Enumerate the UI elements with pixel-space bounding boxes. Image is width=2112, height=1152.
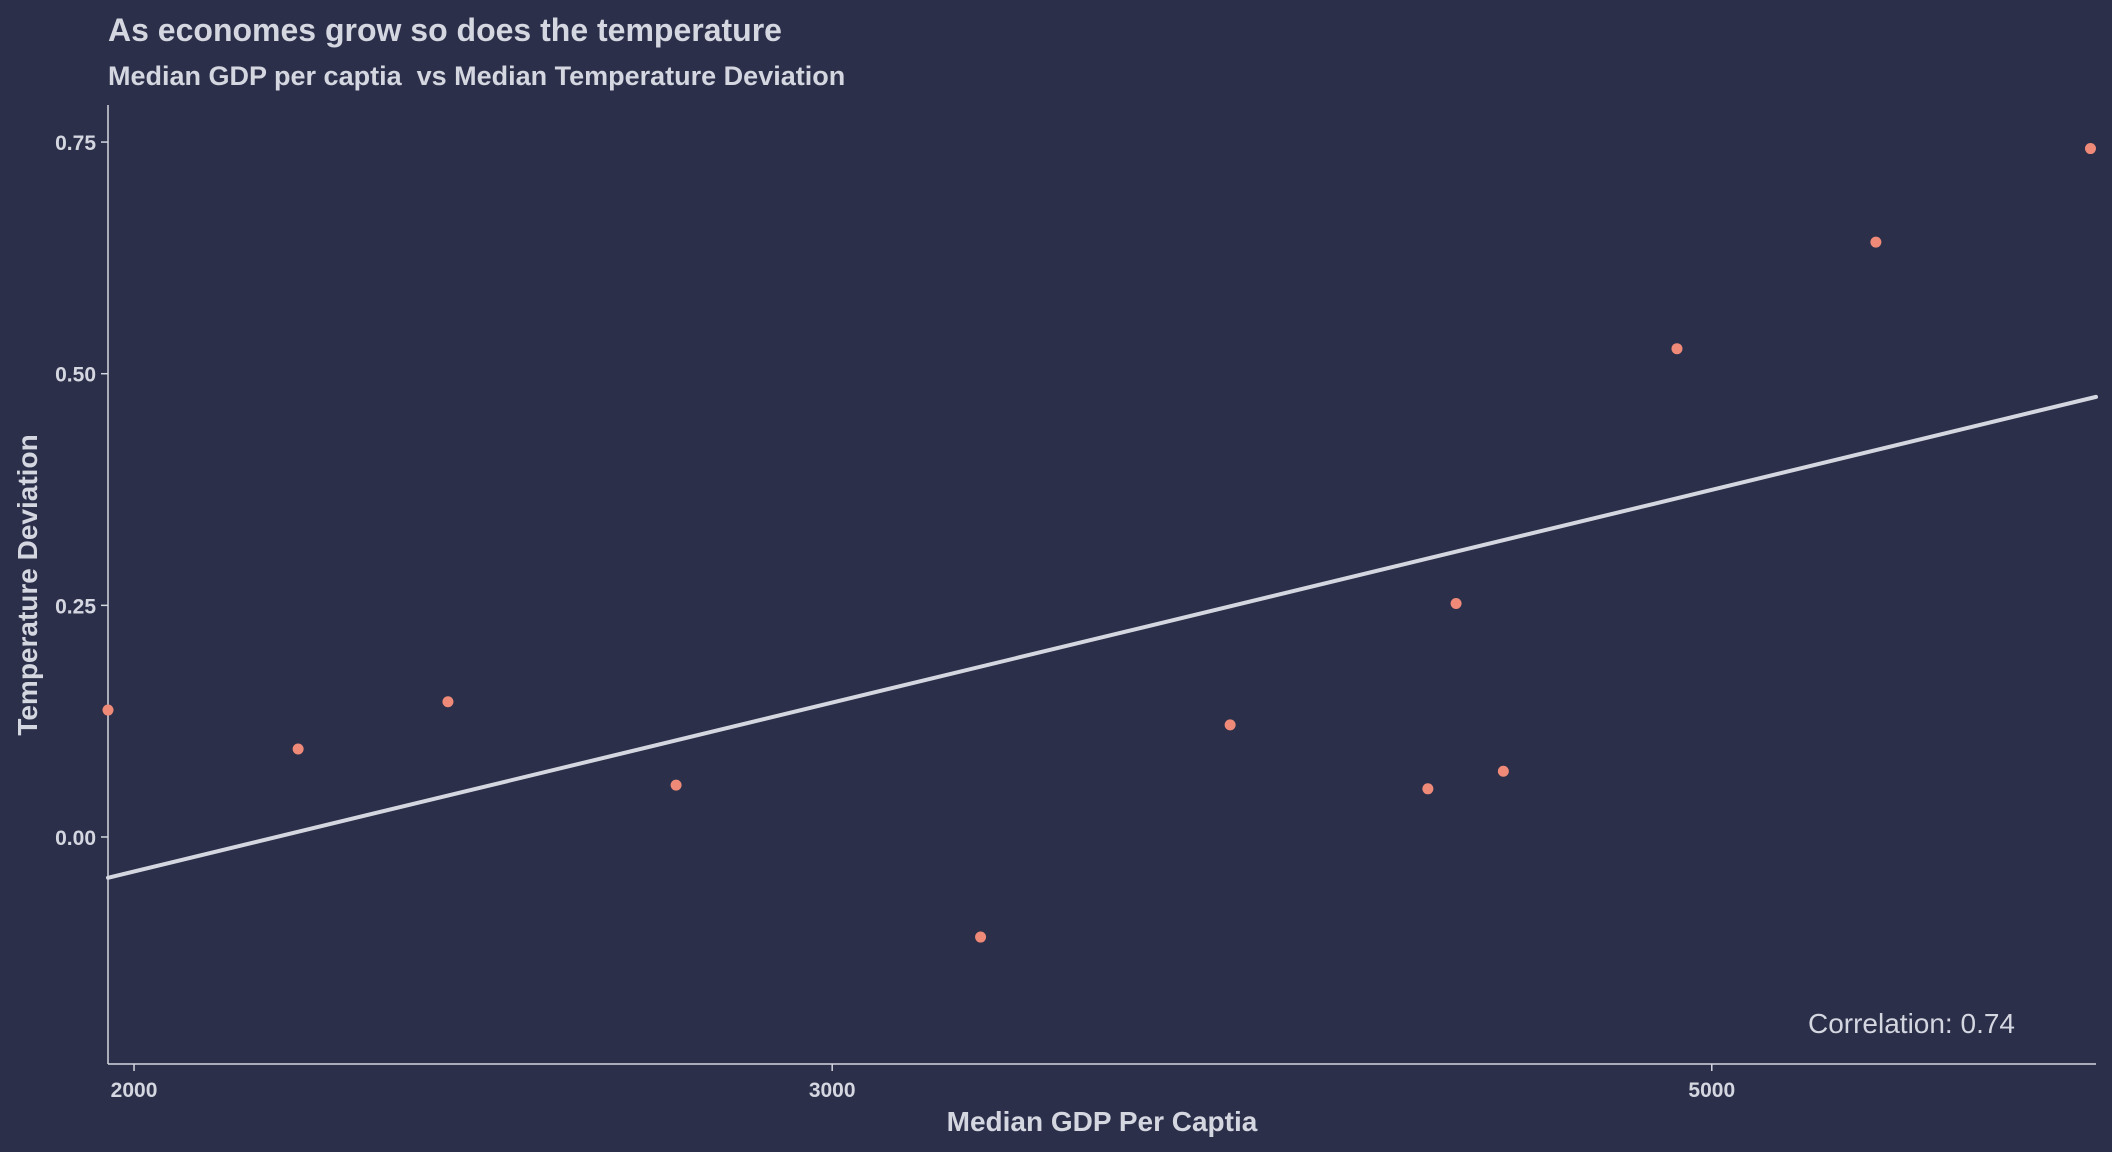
data-point xyxy=(292,743,304,755)
x-axis-label: Median GDP Per Captia xyxy=(947,1106,1258,1137)
y-tick-label: 0.75 xyxy=(55,132,96,155)
data-point xyxy=(1224,719,1236,731)
correlation-annotation: Correlation: 0.74 xyxy=(1808,1008,2015,1039)
data-point xyxy=(102,704,114,716)
y-tick-label: 0.25 xyxy=(55,595,96,618)
x-axis-ticks: 2000 3000 5000 xyxy=(111,1064,1735,1102)
data-point xyxy=(2084,143,2096,155)
y-axis-label: Temperature Deviation xyxy=(12,434,43,735)
y-tick-label: 0.50 xyxy=(55,364,96,387)
data-point xyxy=(1422,783,1434,795)
chart-title: As economes grow so does the temperature xyxy=(108,12,782,48)
trend-line xyxy=(106,394,2098,880)
chart-subtitle: Median GDP per captia vs Median Temperat… xyxy=(108,61,845,91)
x-tick-label: 5000 xyxy=(1688,1079,1735,1102)
data-point xyxy=(442,696,454,708)
data-point xyxy=(1870,236,1882,248)
data-point xyxy=(1497,765,1509,777)
data-point xyxy=(1450,597,1462,609)
y-tick-label: 0.00 xyxy=(55,827,96,850)
data-point xyxy=(670,779,682,791)
data-point xyxy=(1671,343,1683,355)
x-tick-label: 3000 xyxy=(809,1079,856,1102)
x-tick-label: 2000 xyxy=(111,1079,158,1102)
data-point xyxy=(975,931,987,943)
y-axis-ticks: 0.00 0.25 0.50 0.75 xyxy=(55,132,108,850)
data-points xyxy=(102,143,2096,943)
